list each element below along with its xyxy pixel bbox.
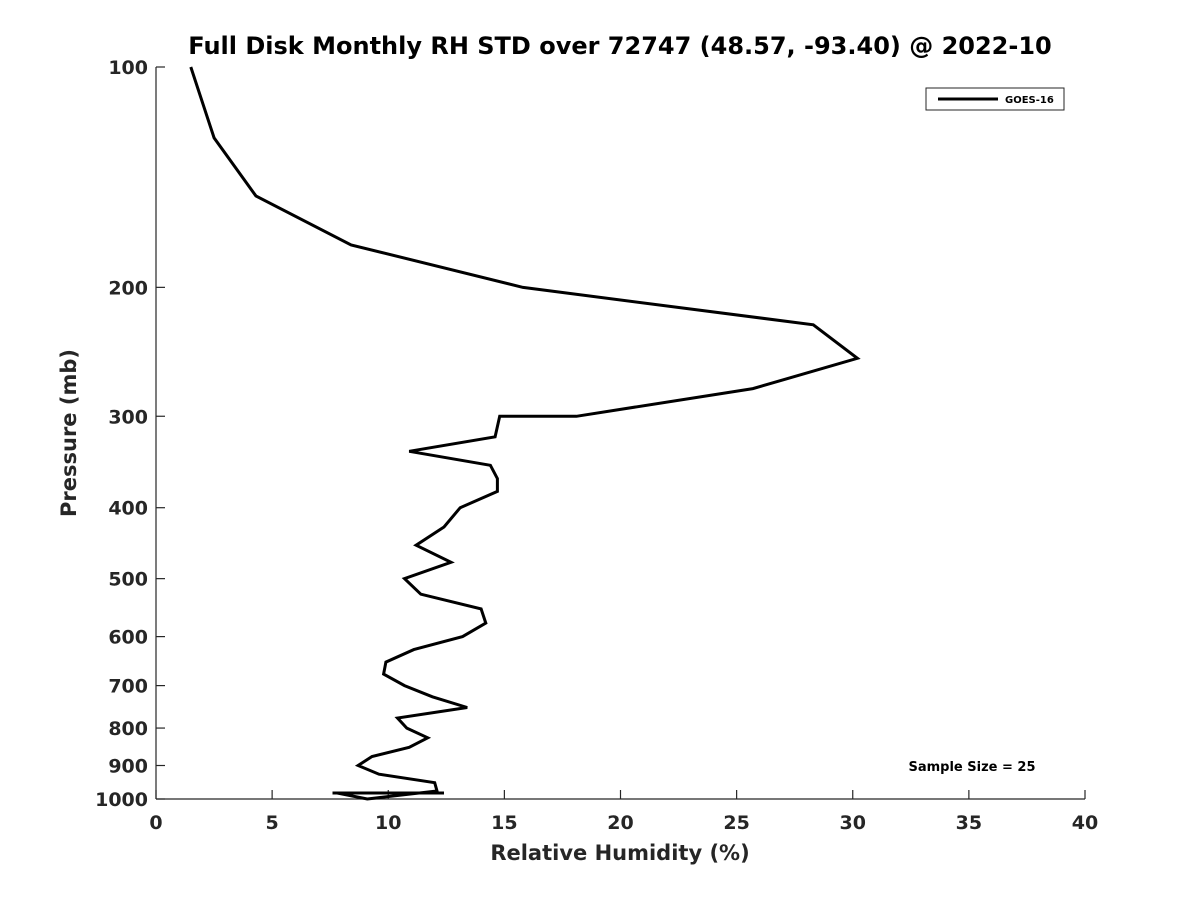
y-tick-label: 900 xyxy=(108,756,148,778)
plot-area xyxy=(156,67,1085,799)
x-axis: 0 5 10 15 20 25 30 35 40 xyxy=(149,790,1098,834)
y-tick-label: 800 xyxy=(108,718,148,740)
x-tick-label: 35 xyxy=(956,812,982,834)
x-tick-label: 20 xyxy=(607,812,633,834)
y-tick-label: 200 xyxy=(108,277,148,299)
x-tick-label: 25 xyxy=(723,812,749,834)
y-tick-label: 600 xyxy=(108,627,148,649)
y-tick-label: 700 xyxy=(108,676,148,698)
y-tick-label: 500 xyxy=(108,569,148,591)
y-tick-label: 300 xyxy=(108,406,148,428)
x-tick-label: 30 xyxy=(840,812,866,834)
x-tick-label: 15 xyxy=(491,812,517,834)
legend-label-goes-16: GOES-16 xyxy=(1005,95,1054,106)
x-tick-label: 40 xyxy=(1072,812,1098,834)
series-group xyxy=(189,66,861,801)
sample-size-annotation: Sample Size = 25 xyxy=(908,760,1035,775)
x-tick-label: 0 xyxy=(149,812,162,834)
y-axis: 100 200 300 400 500 600 700 800 900 1000 xyxy=(95,57,165,811)
y-tick-label: 400 xyxy=(108,498,148,520)
x-tick-label: 5 xyxy=(266,812,279,834)
y-axis-label: Pressure (mb) xyxy=(57,349,81,517)
x-axis-label: Relative Humidity (%) xyxy=(490,841,749,865)
legend: GOES-16 xyxy=(925,87,1065,111)
y-tick-label: 1000 xyxy=(95,789,148,811)
y-tick-label: 100 xyxy=(108,57,148,79)
x-tick-label: 10 xyxy=(375,812,401,834)
series-line-goes-16 xyxy=(189,66,861,801)
chart-title: Full Disk Monthly RH STD over 72747 (48.… xyxy=(188,32,1051,60)
